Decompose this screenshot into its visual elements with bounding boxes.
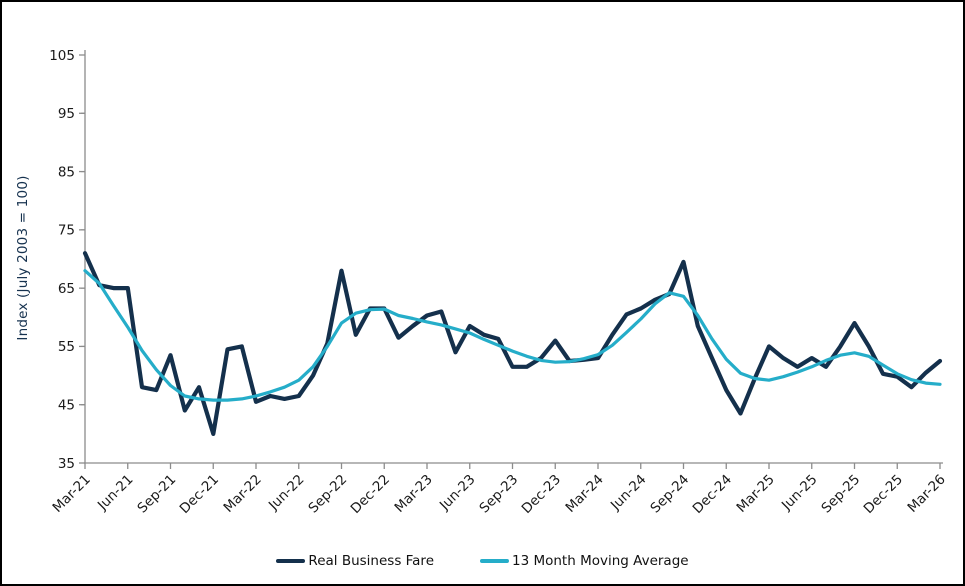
x-tick-label: Mar-21 [50, 472, 94, 516]
moving-average-line-swatch-icon [480, 558, 509, 564]
legend-label: Real Business Fare [308, 553, 434, 569]
y-tick-label: 75 [58, 223, 75, 239]
x-tick-label: Sep-21 [134, 472, 179, 517]
y-tick-label: 55 [58, 339, 75, 355]
x-tick-label: Dec-23 [519, 472, 564, 517]
x-tick-label: Sep-22 [305, 472, 350, 517]
real-business-fare-line-swatch-icon [276, 558, 306, 564]
x-tick-label: Jun-23 [436, 472, 479, 515]
y-tick-label: 105 [49, 48, 75, 64]
x-tick-label: Jun-21 [94, 472, 137, 515]
x-tick-label: Mar-26 [905, 472, 949, 516]
x-tick-label: Jun-24 [607, 472, 650, 515]
x-tick-label: Mar-23 [392, 472, 436, 516]
x-tick-label: Sep-24 [647, 472, 692, 517]
x-tick-label: Mar-22 [221, 472, 265, 516]
y-tick-label: 65 [58, 281, 75, 297]
legend-label: 13 Month Moving Average [512, 553, 689, 569]
y-tick-label: 45 [58, 398, 75, 414]
x-tick-label: Dec-24 [690, 472, 735, 517]
x-tick-label: Jun-22 [265, 472, 308, 515]
legend-item-real-business-fare: Real Business Fare [276, 553, 434, 569]
x-tick-label: Sep-25 [818, 472, 863, 517]
legend-item-moving-average: 13 Month Moving Average [480, 553, 689, 569]
y-tick-label: 35 [58, 456, 75, 472]
x-tick-label: Sep-23 [476, 472, 521, 517]
x-tick-label: Jun-25 [778, 472, 821, 515]
x-tick-label: Dec-22 [348, 472, 393, 517]
x-tick-label: Mar-25 [734, 472, 778, 516]
legend: Real Business Fare 13 Month Moving Avera… [2, 553, 963, 569]
real-business-fare-line [82, 251, 943, 436]
y-tick-label: 85 [58, 164, 75, 180]
y-axis-title: Index (July 2003 = 100) [15, 175, 31, 341]
y-tick-label: 95 [58, 106, 75, 122]
moving-average-line [83, 269, 942, 402]
x-tick-label: Mar-24 [563, 472, 607, 516]
x-tick-label: Dec-21 [177, 472, 222, 517]
x-tick-label: Dec-25 [861, 472, 906, 517]
